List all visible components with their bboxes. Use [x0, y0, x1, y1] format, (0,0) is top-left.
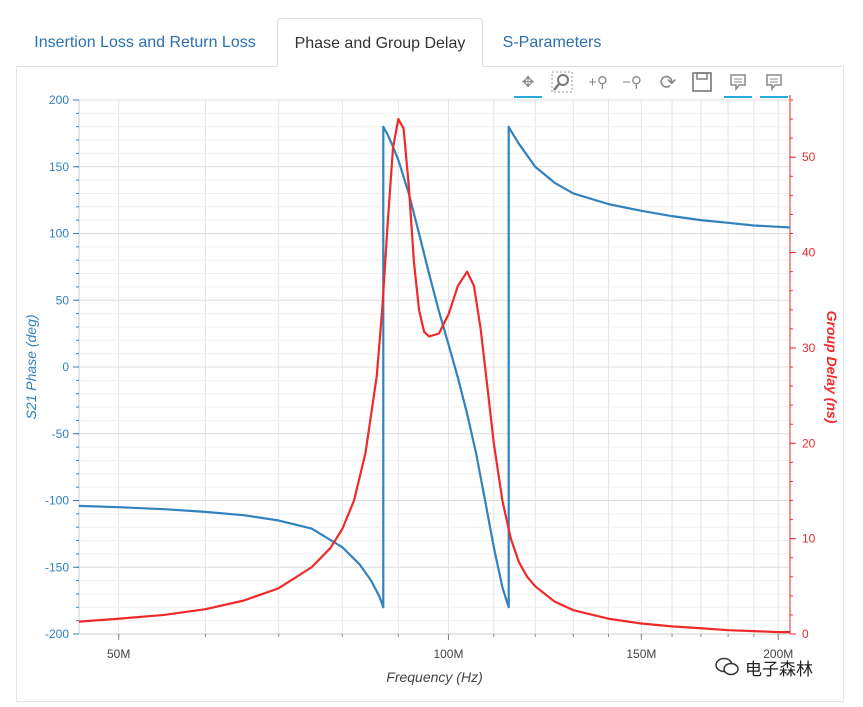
y-left-tick-label: -50 — [52, 427, 70, 441]
tab-insertion-loss[interactable]: Insertion Loss and Return Loss — [34, 34, 256, 51]
y-left-tick-label: 100 — [49, 227, 69, 241]
y-left-tick-label: 50 — [56, 293, 70, 307]
y-left-tick-label: -100 — [45, 494, 69, 508]
y-left-tick-label: 0 — [62, 360, 69, 374]
watermark: 电子森林 — [715, 652, 813, 682]
y-right-tick-label: 50 — [802, 150, 816, 164]
y-left-tick-label: 150 — [49, 160, 69, 174]
series-lines — [78, 117, 791, 634]
x-tick-label: 150M — [626, 647, 656, 661]
plot-panel — [16, 66, 844, 702]
grid — [79, 99, 790, 635]
save-icon[interactable] — [688, 68, 716, 96]
series-line-group-delay — [78, 117, 790, 634]
hover-icon[interactable] — [760, 68, 788, 98]
y-right-tick-label: 20 — [802, 436, 816, 450]
y-left-tick-label: 200 — [49, 93, 69, 107]
watermark-text: 电子森林 — [745, 659, 813, 679]
reset-icon[interactable]: ⟳ — [659, 71, 677, 94]
y-left-tick-label: -150 — [45, 560, 69, 574]
axes — [73, 95, 796, 640]
pan-icon[interactable]: ✥ — [514, 68, 542, 98]
x-tick-label: 50M — [107, 647, 130, 661]
y-right-axis-title: Group Delay (ns) — [824, 311, 840, 424]
plot-toolbar: ✥ +⚲ −⚲ ⟳ — [510, 68, 800, 100]
hover-icon[interactable] — [724, 68, 752, 98]
y-left-tick-label: -200 — [45, 627, 69, 641]
y-left-axis-title: S21 Phase (deg) — [23, 314, 39, 419]
series-line-phase — [78, 125, 791, 609]
x-tick-label: 200M — [763, 647, 793, 661]
zoom-out-icon[interactable]: −⚲ — [622, 74, 642, 91]
y-right-tick-label: 40 — [802, 246, 816, 260]
tab-phase-group-delay[interactable]: Phase and Group Delay — [277, 18, 483, 67]
zoom-in-icon[interactable]: +⚲ — [588, 74, 608, 91]
chat-icon — [715, 657, 739, 676]
tab-s-parameters[interactable]: S-Parameters — [502, 34, 602, 51]
box-zoom-icon[interactable] — [548, 68, 576, 96]
y-right-tick-label: 10 — [802, 532, 816, 546]
x-tick-label: 100M — [433, 647, 463, 661]
tab-bar: Insertion Loss and Return Loss Phase and… — [16, 18, 842, 67]
axis-labels: -200 -150 -100 -50 0 50 100 150 200 0 10 20 30 40 50 50… — [23, 93, 840, 685]
x-axis-title: Frequency (Hz) — [386, 669, 482, 685]
y-right-tick-label: 0 — [802, 627, 809, 641]
y-right-tick-label: 30 — [802, 341, 816, 355]
